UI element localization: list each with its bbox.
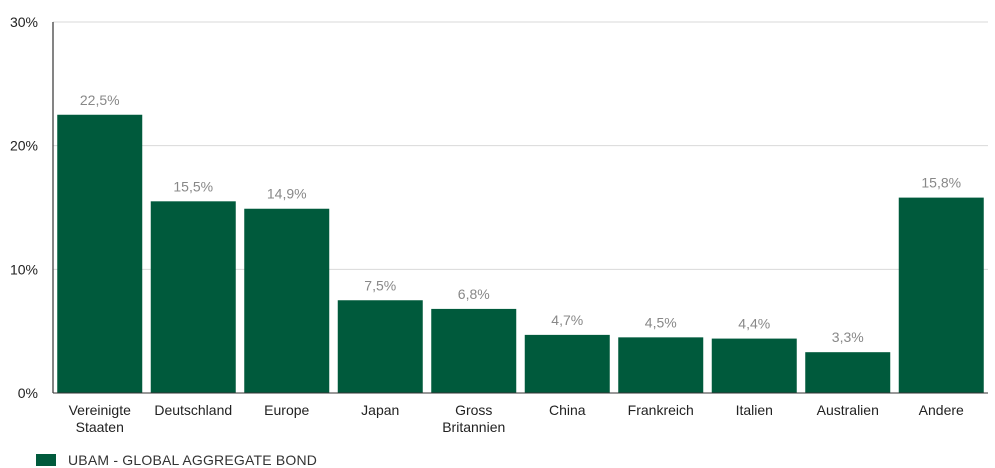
y-tick-label: 0%	[18, 385, 38, 401]
data-label: 22,5%	[80, 92, 120, 108]
x-tick-label: Vereinigte Staaten	[69, 402, 131, 435]
bar	[711, 338, 797, 393]
x-tick-label: Australien	[817, 402, 879, 418]
data-label: 4,7%	[551, 312, 583, 328]
data-label: 14,9%	[267, 186, 307, 202]
bar	[244, 208, 330, 393]
legend: UBAM - GLOBAL AGGREGATE BOND	[36, 452, 317, 468]
bar	[431, 308, 517, 393]
x-tick-label: Europe	[264, 402, 309, 418]
x-tick-label: Deutschland	[154, 402, 232, 418]
x-tick-label: Italien	[736, 402, 773, 418]
data-label: 7,5%	[364, 277, 396, 293]
data-label: 4,4%	[738, 316, 770, 332]
bar	[524, 334, 610, 393]
data-label: 6,8%	[458, 286, 490, 302]
x-tick-label: Gross Britannien	[442, 402, 505, 435]
bar	[618, 337, 704, 393]
y-tick-label: 20%	[10, 138, 38, 154]
y-tick-label: 10%	[10, 261, 38, 277]
bar	[337, 300, 423, 393]
legend-label: UBAM - GLOBAL AGGREGATE BOND	[68, 452, 318, 468]
bar	[150, 201, 236, 393]
data-label: 4,5%	[645, 314, 677, 330]
data-label: 15,8%	[921, 175, 961, 191]
x-tick-label: Andere	[919, 402, 964, 418]
data-label: 15,5%	[173, 178, 213, 194]
bar	[805, 352, 891, 393]
x-tick-label: China	[549, 402, 586, 418]
data-label: 3,3%	[832, 329, 864, 345]
legend-swatch	[36, 454, 56, 466]
y-tick-label: 30%	[10, 14, 38, 30]
bar	[57, 114, 143, 393]
bar	[898, 197, 984, 393]
x-tick-label: Japan	[361, 402, 399, 418]
x-tick-label: Frankreich	[628, 402, 694, 418]
